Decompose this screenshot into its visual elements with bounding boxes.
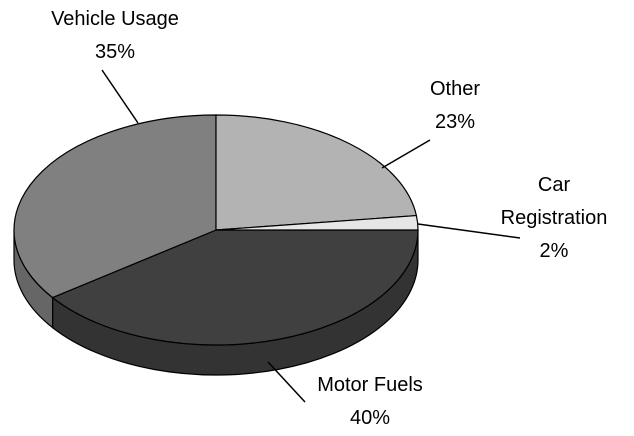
category-label: Vehicle Usage — [51, 8, 179, 30]
value-label: 40% — [349, 407, 391, 429]
slice-label: Vehicle Usage 35% — [10, 3, 220, 69]
category-label: Other — [429, 78, 481, 100]
leader-line — [381, 139, 431, 169]
slice-label: Other 23% — [380, 73, 530, 139]
leader-line — [267, 361, 306, 403]
category-label: Car Registration — [500, 174, 608, 229]
category-label: Motor Fuels — [317, 374, 423, 396]
value-label: 23% — [434, 111, 476, 133]
slice — [215, 214, 419, 231]
value-label: 35% — [94, 41, 136, 63]
slice-label: Motor Fuels 40% — [265, 369, 475, 435]
leader-line — [417, 223, 521, 239]
slice — [215, 114, 418, 231]
slice — [51, 229, 419, 346]
slice — [13, 114, 217, 299]
slice-label: Car Registration 2% — [485, 169, 623, 268]
value-label: 2% — [539, 240, 569, 262]
leader-line — [101, 69, 139, 124]
